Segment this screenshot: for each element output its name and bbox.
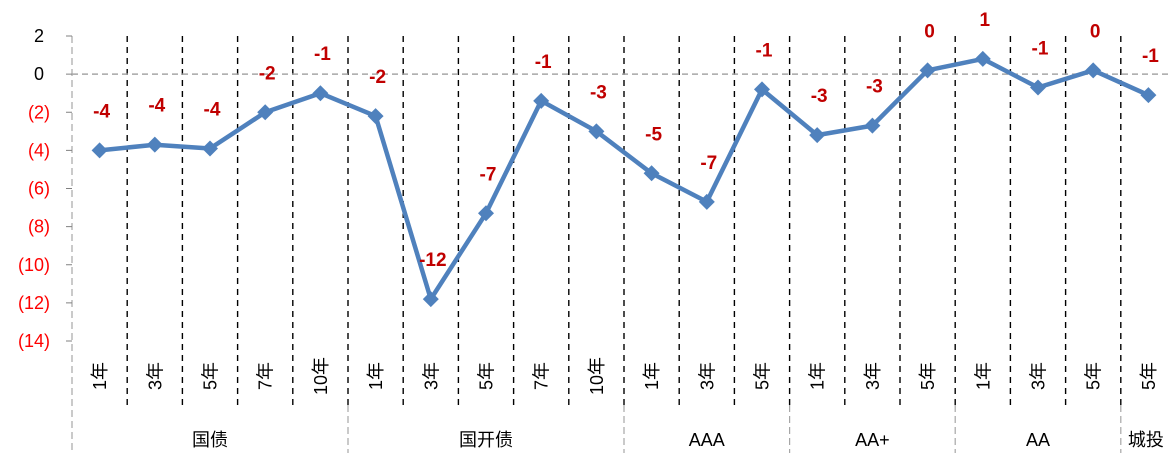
x-tick-label: 5年 bbox=[753, 362, 773, 390]
data-label: -2 bbox=[259, 63, 276, 84]
data-point bbox=[422, 291, 439, 308]
group-label: AAA bbox=[689, 430, 725, 450]
data-point bbox=[974, 50, 991, 67]
data-point bbox=[146, 136, 163, 153]
y-tick-label: (10) bbox=[18, 255, 50, 275]
series-line bbox=[97, 56, 1151, 302]
data-point bbox=[643, 165, 660, 182]
data-label: -12 bbox=[419, 250, 446, 271]
data-label: -3 bbox=[590, 82, 607, 103]
data-label: -7 bbox=[480, 164, 497, 185]
data-label-layer: -4 -4 -4 -2 -1 -2 -12 -7 -1 -3 -5 -7 -1 -3 -3 0 1 -1 0 -1 bbox=[93, 10, 1159, 271]
data-label: -4 bbox=[148, 96, 165, 117]
y-tick-label: 2 bbox=[34, 26, 44, 46]
x-tick-label: 5年 bbox=[1084, 362, 1104, 390]
x-tick-label: 1年 bbox=[642, 362, 662, 390]
x-tick-label: 10年 bbox=[311, 357, 331, 395]
data-point bbox=[809, 127, 826, 144]
data-point bbox=[202, 140, 218, 157]
data-point bbox=[312, 85, 329, 102]
x-tick-label: 5年 bbox=[1139, 362, 1159, 390]
group-label: 国债 bbox=[192, 430, 228, 450]
data-point bbox=[588, 123, 605, 140]
x-tick-label: 3年 bbox=[863, 362, 883, 390]
y-tick-label: (8) bbox=[28, 217, 50, 237]
group-label: AA bbox=[1026, 430, 1050, 450]
data-point bbox=[367, 108, 384, 125]
x-tick-label: 10年 bbox=[587, 357, 607, 395]
grid-layer bbox=[126, 36, 1122, 453]
x-tick-label: 3年 bbox=[697, 362, 717, 390]
data-label: -3 bbox=[866, 77, 883, 98]
data-point bbox=[1030, 79, 1046, 96]
data-label: -1 bbox=[1142, 46, 1159, 67]
data-label: 1 bbox=[980, 10, 991, 31]
data-label: -3 bbox=[811, 86, 828, 107]
group-label: AA+ bbox=[855, 430, 890, 450]
y-tick-label: (6) bbox=[28, 179, 50, 199]
group-label: 国开债 bbox=[459, 430, 513, 450]
series-layer bbox=[91, 50, 1157, 308]
x-tick-label: 1年 bbox=[366, 362, 386, 390]
data-label: -1 bbox=[756, 40, 773, 61]
data-label: -4 bbox=[204, 99, 221, 120]
group-label: 城投 bbox=[1128, 430, 1164, 450]
data-label: 0 bbox=[1090, 21, 1101, 42]
x-tick-label: 1年 bbox=[808, 362, 828, 390]
data-label: -2 bbox=[369, 67, 386, 88]
x-tick-label: 3年 bbox=[145, 362, 165, 390]
data-point bbox=[478, 205, 494, 222]
x-tick-label: 7年 bbox=[532, 362, 552, 390]
x-tick-label: 1年 bbox=[973, 362, 993, 390]
x-tick-label: 3年 bbox=[1029, 362, 1049, 390]
data-point bbox=[91, 142, 108, 159]
data-label: -5 bbox=[645, 124, 662, 145]
axis-layer: 2 0 (2) (4) (6) (8) (10) (12) (14) 1年 3年 5年 7年 10年 1年 3… bbox=[18, 26, 1171, 453]
y-tick-label: (12) bbox=[18, 293, 50, 313]
y-tick-label: 0 bbox=[34, 64, 44, 84]
y-tick-label: (14) bbox=[18, 331, 50, 351]
data-point bbox=[1140, 87, 1157, 104]
y-tick-label: (4) bbox=[28, 140, 50, 160]
data-point bbox=[1085, 62, 1102, 79]
data-label: -4 bbox=[93, 101, 110, 122]
data-point bbox=[698, 193, 715, 210]
data-label: -1 bbox=[535, 52, 552, 73]
y-tick-label: (2) bbox=[28, 102, 50, 122]
x-tick-label: 5年 bbox=[201, 362, 221, 390]
x-tick-label: 7年 bbox=[256, 362, 276, 390]
data-point bbox=[257, 104, 274, 121]
x-tick-label: 1年 bbox=[90, 362, 110, 390]
data-point bbox=[754, 81, 770, 98]
data-label: 0 bbox=[924, 21, 935, 42]
data-point bbox=[533, 92, 550, 109]
data-label: -7 bbox=[700, 153, 717, 174]
x-tick-label: 5年 bbox=[918, 362, 938, 390]
data-point bbox=[919, 62, 936, 79]
x-tick-label: 5年 bbox=[477, 362, 497, 390]
data-point bbox=[864, 117, 881, 134]
x-tick-label: 3年 bbox=[421, 362, 441, 390]
data-label: -1 bbox=[314, 44, 331, 65]
data-label: -1 bbox=[1032, 38, 1049, 59]
